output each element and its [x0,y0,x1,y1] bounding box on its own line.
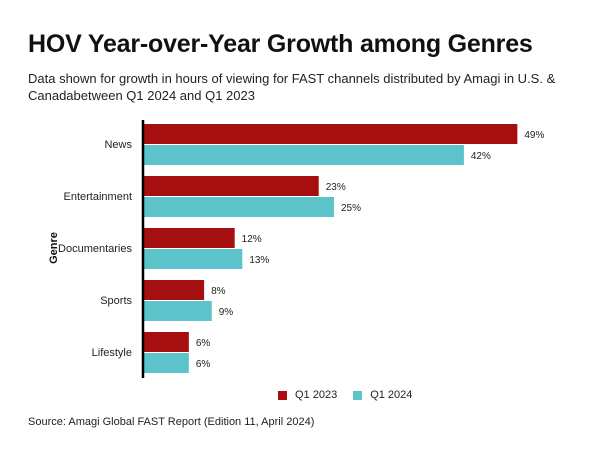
labels-layer: News 49% 42% Entertainment 23% 25% Documentari… [58,130,544,370]
value-label-sports-q1-2023: 8% [211,286,226,297]
legend-item-q1-2024: Q1 2024 [353,389,412,401]
legend-label-q1-2023: Q1 2023 [295,389,338,401]
value-label-documentaries-q1-2023: 12% [242,234,262,245]
category-label-lifestyle: Lifestyle [92,347,132,359]
legend-label-q1-2024: Q1 2024 [370,389,413,401]
category-label-sports: Sports [100,295,132,307]
bar-lifestyle-q1-2023 [143,332,189,352]
bar-news-q1-2024 [143,145,464,165]
bar-sports-q1-2023 [143,280,205,300]
category-label-documentaries: Documentaries [58,243,132,255]
legend-item-q1-2023: Q1 2023 [278,389,337,401]
value-label-entertainment-q1-2024: 25% [341,203,361,214]
bar-news-q1-2023 [143,124,518,144]
chart-subtitle: Data shown for growth in hours of viewin… [28,71,556,103]
category-label-entertainment: Entertainment [64,191,132,203]
category-label-news: News [104,139,132,151]
value-label-sports-q1-2024: 9% [219,307,234,318]
value-label-news-q1-2023: 49% [524,130,544,141]
value-label-lifestyle-q1-2024: 6% [196,359,211,370]
legend-swatch-q1-2023 [278,390,287,400]
bars-layer [143,124,518,373]
bar-documentaries-q1-2024 [143,249,243,269]
bar-lifestyle-q1-2024 [143,353,189,373]
value-label-lifestyle-q1-2023: 6% [196,338,211,349]
value-label-news-q1-2024: 42% [471,151,491,162]
bar-entertainment-q1-2023 [143,176,319,196]
bar-documentaries-q1-2023 [143,228,235,248]
value-label-entertainment-q1-2023: 23% [326,182,346,193]
source-note: Source: Amagi Global FAST Report (Editio… [28,416,315,428]
chart-legend: Q1 2023 Q1 2024 [278,389,428,401]
value-label-documentaries-q1-2024: 13% [249,255,269,266]
y-axis-title: Genre [48,232,60,264]
bar-sports-q1-2024 [143,301,212,321]
bar-entertainment-q1-2024 [143,197,334,217]
chart-title: HOV Year-over-Year Growth among Genres [28,30,533,58]
legend-swatch-q1-2024 [353,390,363,400]
